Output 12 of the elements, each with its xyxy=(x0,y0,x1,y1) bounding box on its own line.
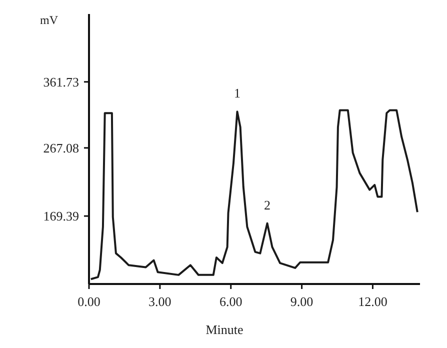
y-axis-title: mV xyxy=(40,13,58,27)
x-axis-title: Minute xyxy=(206,322,244,337)
y-tick-label: 169.39 xyxy=(43,208,79,224)
annotation: 2 xyxy=(264,197,271,212)
x-tick-label: 6.00 xyxy=(219,294,242,309)
x-tick-label: 9.00 xyxy=(290,294,314,309)
annotation: 1 xyxy=(234,86,240,101)
x-tick-label: 3.00 xyxy=(148,294,172,309)
x-tick-label: 0.00 xyxy=(78,294,100,309)
y-tick-label: 361.73 xyxy=(43,74,79,90)
x-tick-label: 12.00 xyxy=(358,294,388,309)
y-tick-label: 267.08 xyxy=(43,140,79,156)
